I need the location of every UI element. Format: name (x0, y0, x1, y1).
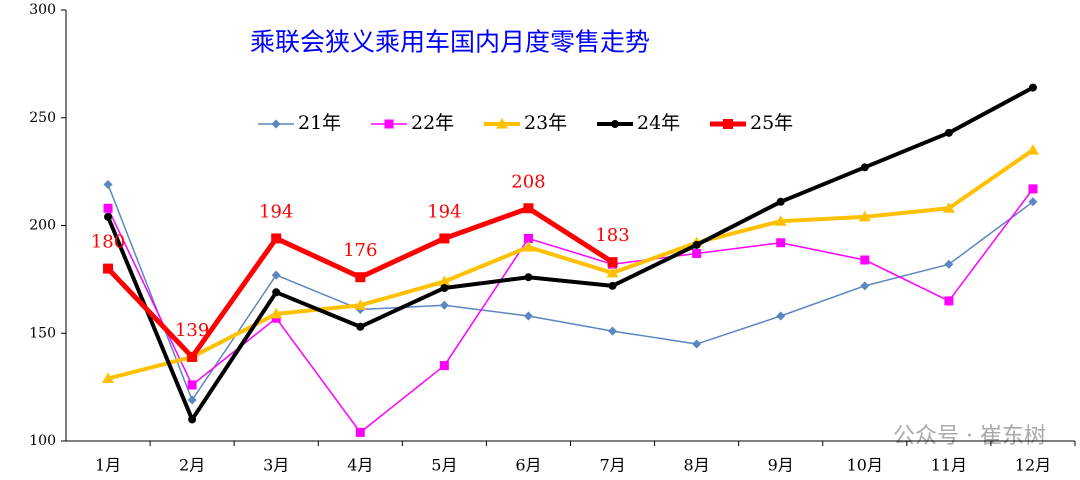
marker (103, 203, 113, 213)
x-tick-label: 10月 (847, 456, 883, 475)
marker (692, 339, 702, 349)
legend-label: 23年 (524, 112, 567, 134)
marker (355, 427, 365, 437)
data-label: 183 (595, 225, 629, 246)
data-label: 139 (175, 320, 209, 341)
x-tick-label: 9月 (768, 456, 794, 475)
legend-label: 24年 (637, 112, 680, 134)
marker (776, 238, 786, 248)
y-tick-label: 100 (29, 433, 56, 449)
data-label: 194 (427, 201, 461, 222)
y-tick-label: 200 (29, 218, 56, 234)
marker (187, 351, 198, 362)
series-line (107, 188, 1034, 434)
y-tick-label: 150 (29, 325, 56, 341)
marker (438, 275, 451, 287)
marker (523, 311, 533, 321)
legend-label: 22年 (411, 112, 454, 134)
marker (102, 372, 115, 384)
x-tick-label: 1月 (95, 456, 121, 475)
x-tick-label: 11月 (931, 456, 967, 475)
chart-title: 乘联会狭义乘用车国内月度零售走势 (250, 28, 650, 57)
series-line (106, 85, 1034, 422)
x-tick-label: 12月 (1015, 456, 1051, 475)
marker (524, 273, 533, 282)
marker (440, 283, 449, 292)
marker (692, 240, 701, 249)
marker (103, 180, 113, 190)
marker (606, 266, 619, 278)
marker (270, 307, 283, 319)
marker (723, 119, 733, 129)
marker (774, 215, 787, 226)
x-tick-label: 4月 (347, 456, 373, 475)
y-tick-label: 250 (29, 110, 56, 126)
marker (439, 233, 450, 244)
marker (944, 259, 954, 269)
marker (439, 300, 449, 310)
x-tick-label: 8月 (684, 456, 710, 475)
marker (1028, 184, 1038, 194)
x-tick-label: 3月 (263, 456, 289, 475)
marker (271, 233, 282, 244)
legend-label: 25年 (750, 112, 793, 134)
marker (271, 119, 281, 129)
marker (271, 270, 281, 280)
marker (608, 326, 618, 336)
marker (523, 203, 534, 214)
marker (860, 255, 870, 265)
data-label: 176 (343, 240, 377, 261)
marker (1026, 144, 1039, 155)
series-line (107, 184, 1034, 401)
marker (356, 322, 365, 331)
x-tick-label: 6月 (515, 456, 541, 475)
data-label: 194 (259, 201, 293, 222)
data-label: 180 (91, 232, 125, 253)
marker (860, 163, 869, 172)
marker (496, 118, 508, 129)
marker (692, 249, 702, 259)
x-tick-label: 2月 (179, 456, 205, 475)
marker (354, 299, 367, 310)
marker (608, 281, 617, 290)
series-line (107, 148, 1035, 381)
marker (103, 263, 114, 274)
x-tick-label: 7月 (599, 456, 625, 475)
marker (384, 119, 394, 129)
marker (187, 395, 197, 405)
marker (860, 281, 870, 291)
marker (104, 212, 113, 221)
marker (1028, 197, 1038, 207)
marker (776, 197, 785, 206)
marker (522, 241, 535, 252)
marker (607, 257, 618, 268)
marker (944, 128, 953, 137)
marker (272, 288, 281, 297)
marker (439, 361, 449, 371)
watermark: 公众号 · 崔东树 (893, 424, 1046, 449)
marker (858, 210, 871, 222)
x-tick-label: 5月 (431, 456, 457, 475)
marker (944, 296, 954, 306)
marker (523, 233, 533, 243)
marker (1028, 83, 1037, 92)
marker (187, 380, 197, 390)
legend-label: 21年 (298, 112, 341, 134)
marker (776, 311, 786, 321)
marker (355, 272, 366, 283)
data-label: 208 (511, 171, 545, 192)
marker (188, 415, 197, 424)
y-tick-label: 300 (29, 2, 56, 18)
marker (942, 202, 955, 213)
marker (611, 120, 619, 128)
